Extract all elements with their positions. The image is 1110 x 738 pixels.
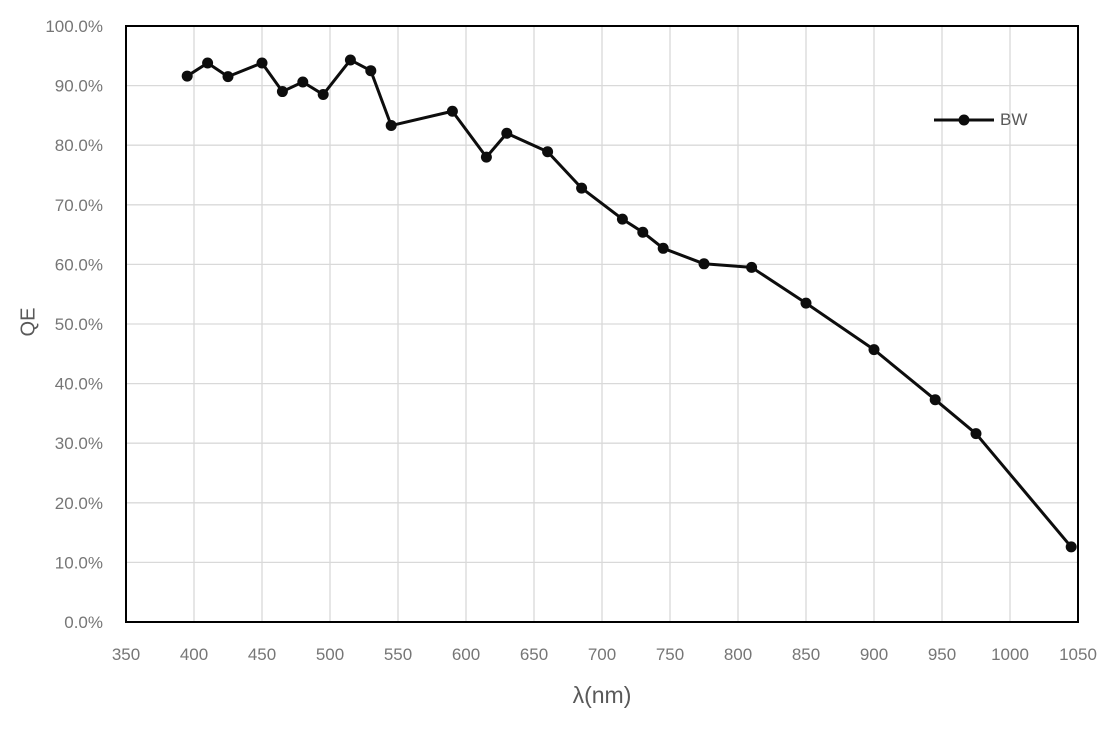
series-line-BW <box>185 58 1073 549</box>
data-point-marker <box>501 127 513 139</box>
data-point-marker <box>637 226 649 238</box>
x-tick-label: 800 <box>724 645 752 664</box>
y-tick-label: 80.0% <box>55 136 103 155</box>
x-tick-label: 750 <box>656 645 684 664</box>
plot-area-border <box>125 25 1079 623</box>
y-tick-label: 60.0% <box>55 255 103 274</box>
x-tick-label: 600 <box>452 645 480 664</box>
x-tick-label: 550 <box>384 645 412 664</box>
data-point-marker <box>657 242 669 254</box>
data-point-marker <box>385 120 397 132</box>
data-point-marker <box>800 297 812 309</box>
data-point-marker <box>297 76 309 88</box>
x-tick-label: 450 <box>248 645 276 664</box>
y-tick-label: 10.0% <box>55 553 103 572</box>
y-tick-label: 70.0% <box>55 196 103 215</box>
x-axis-title: λ(nm) <box>572 682 632 708</box>
data-point-marker <box>480 151 492 163</box>
data-point-marker <box>616 213 628 225</box>
y-tick-label: 20.0% <box>55 494 103 513</box>
data-point-marker <box>542 146 554 158</box>
legend-series-label: BW <box>1000 110 1028 129</box>
data-point-marker <box>746 261 758 273</box>
y-tick-label: 90.0% <box>55 77 103 96</box>
x-tick-label: 1050 <box>1059 645 1097 664</box>
data-point-marker <box>317 89 329 101</box>
x-tick-label: 950 <box>928 645 956 664</box>
data-point-marker <box>222 71 234 83</box>
data-point-marker <box>365 65 377 77</box>
data-point-marker <box>276 86 288 98</box>
data-point-marker <box>181 70 193 82</box>
x-tick-label: 400 <box>180 645 208 664</box>
y-tick-label: 30.0% <box>55 434 103 453</box>
y-tick-label: 100.0% <box>45 17 103 36</box>
y-axis-title: QE <box>17 307 40 337</box>
x-tick-label: 500 <box>316 645 344 664</box>
y-tick-label: 40.0% <box>55 375 103 394</box>
x-tick-label: 350 <box>112 645 140 664</box>
data-point-marker <box>929 394 941 406</box>
x-tick-label: 700 <box>588 645 616 664</box>
data-point-marker <box>446 105 458 117</box>
data-point-marker <box>698 258 710 270</box>
data-point-marker <box>868 344 880 356</box>
data-point-marker <box>202 57 214 69</box>
legend: BW <box>933 110 1027 130</box>
x-tick-label: 1000 <box>991 645 1029 664</box>
data-point-marker <box>344 54 356 66</box>
x-tick-label: 900 <box>860 645 888 664</box>
y-tick-label: 50.0% <box>55 315 103 334</box>
y-tick-label: 0.0% <box>64 613 103 632</box>
data-point-marker <box>256 57 268 69</box>
x-tick-label: 650 <box>520 645 548 664</box>
legend-line-marker-sample <box>934 114 994 126</box>
data-point-marker <box>576 182 588 194</box>
data-point-marker <box>970 428 982 440</box>
x-tick-label: 850 <box>792 645 820 664</box>
data-point-marker <box>1065 541 1077 553</box>
